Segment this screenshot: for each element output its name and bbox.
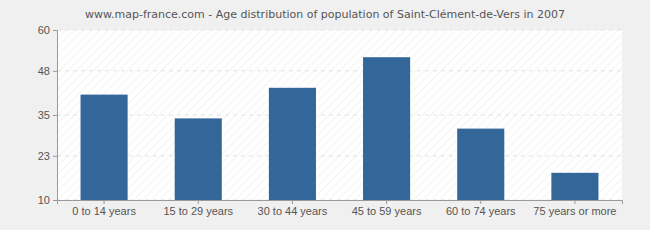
bar [551, 173, 598, 200]
background [0, 0, 650, 230]
x-axis-line [58, 201, 623, 205]
y-tick-label: 10 [38, 194, 50, 206]
y-tick: 48 [38, 65, 57, 77]
title: www.map-france.com - Age distribution of… [85, 8, 565, 21]
y-tick-mark [53, 200, 57, 201]
y-tick-label: 60 [38, 24, 50, 36]
x-tick: 30 to 44 years [258, 200, 328, 217]
grid-line [57, 30, 622, 31]
bar [175, 118, 222, 200]
grid-line [57, 115, 622, 116]
y-tick-mark [53, 156, 57, 157]
x-tick-label: 15 to 29 years [163, 205, 233, 217]
x-tick-mark [480, 200, 481, 204]
x-tick-label: 30 to 44 years [258, 205, 328, 217]
y-tick-label: 48 [38, 65, 50, 77]
bar [269, 88, 316, 200]
x-tick: 0 to 14 years [72, 200, 136, 217]
grid [57, 30, 622, 200]
x-tick-mark [198, 200, 199, 204]
bar [81, 95, 128, 200]
plot: 10 23 35 48 60 0 to 14 years 15 to 29 years 30 … [38, 24, 623, 217]
x-tick-label: 60 to 74 years [446, 205, 516, 217]
y-tick-label: 35 [38, 109, 50, 121]
y-tick-mark [53, 71, 57, 72]
y-axis: 10 23 35 48 60 [38, 24, 58, 206]
x-tick-label: 75 years or more [533, 205, 616, 217]
bars [81, 57, 599, 200]
y-tick-label: 23 [38, 150, 50, 162]
x-tick-mark [292, 200, 293, 204]
x-tick: 45 to 59 years [352, 200, 422, 217]
y-tick: 60 [38, 24, 57, 36]
x-tick-mark [574, 200, 575, 204]
x-tick: 60 to 74 years [446, 200, 516, 217]
x-tick-mark [104, 200, 105, 204]
grid-line [57, 155, 622, 156]
y-tick: 35 [38, 109, 57, 121]
y-tick-mark [53, 30, 57, 31]
x-tick: 15 to 29 years [163, 200, 233, 217]
y-axis-line [53, 31, 58, 201]
bar [457, 129, 504, 200]
y-tick: 10 [38, 194, 57, 206]
chart: 10 23 35 48 60 0 to 14 years 15 to 29 years 30 … [0, 0, 650, 230]
x-tick-label: 0 to 14 years [72, 205, 136, 217]
grid-line [57, 70, 622, 71]
x-axis: 0 to 14 years 15 to 29 years 30 to 44 year… [58, 200, 623, 217]
plot-area [57, 30, 622, 200]
x-tick: 75 years or more [533, 200, 616, 217]
x-tick-mark [386, 200, 387, 204]
y-tick-mark [53, 115, 57, 116]
y-tick: 23 [38, 150, 57, 162]
bar [363, 57, 410, 200]
x-tick-label: 45 to 59 years [352, 205, 422, 217]
